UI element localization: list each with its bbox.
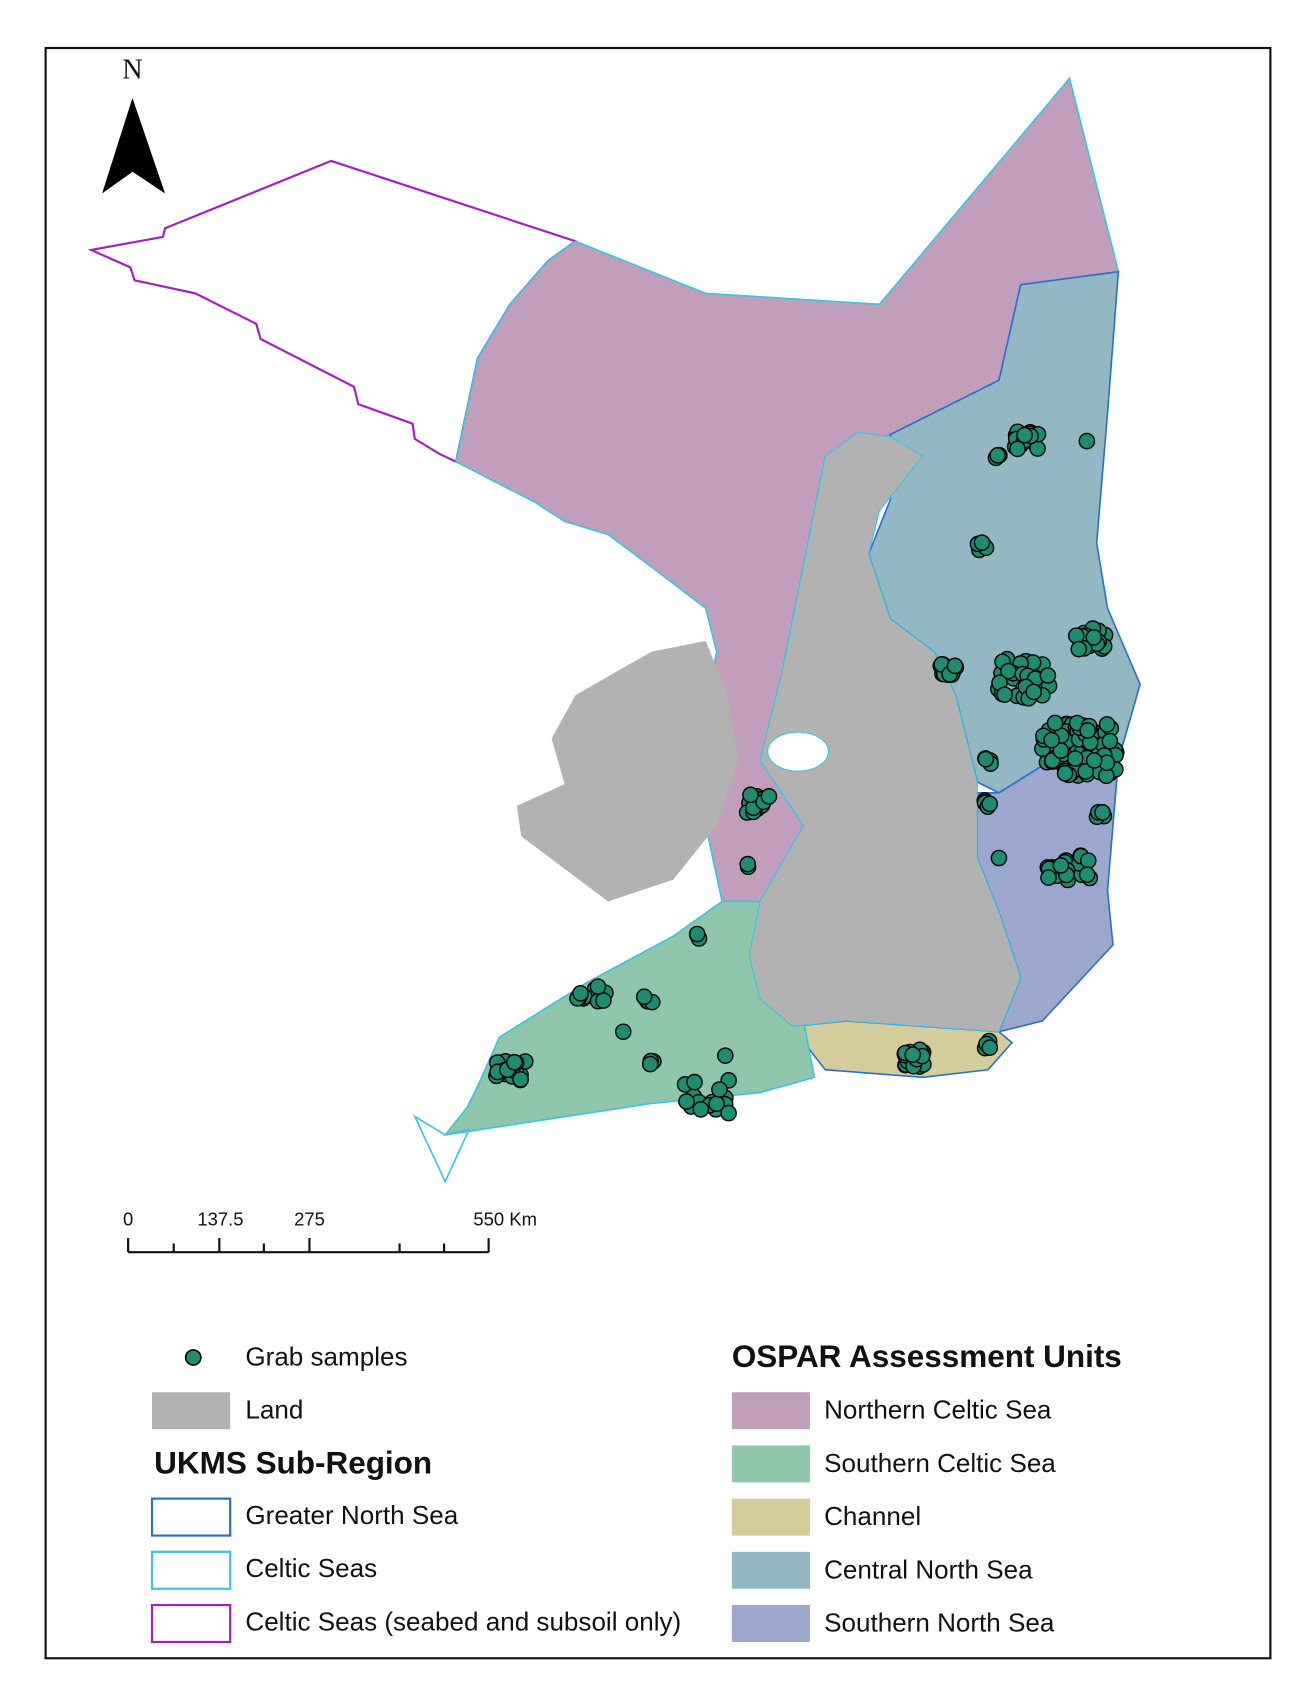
legend-label: Celtic Seas (seabed and subsoil only) (245, 1606, 681, 1636)
legend-label: Land (245, 1395, 303, 1425)
grab-sample (1016, 426, 1033, 444)
scale-label: 550 Km (473, 1209, 537, 1230)
grab-sample (1077, 763, 1095, 780)
grab-sample (981, 1039, 999, 1056)
legend-swatch (150, 1603, 232, 1644)
grab-sample (1052, 742, 1070, 759)
grab-sample (989, 447, 1006, 464)
grab-sample (688, 925, 706, 943)
grab-sample (1085, 629, 1103, 646)
grab-sample (1056, 765, 1074, 782)
grab-sample (742, 786, 759, 804)
scale-bar (127, 1238, 490, 1254)
grab-sample (717, 1047, 734, 1064)
grab-sample (1039, 667, 1057, 684)
land-britain (748, 431, 1022, 1033)
scale-label: 137.5 (197, 1209, 243, 1230)
celtic-seas-seabed (87, 159, 578, 464)
grab-sample (996, 686, 1013, 703)
grab-sample (1066, 750, 1084, 767)
grab-sample (977, 750, 995, 768)
scale-label: 275 (294, 1209, 325, 1230)
grab-sample (1101, 732, 1119, 750)
grab-sample (635, 988, 653, 1006)
grab-sample (1025, 683, 1043, 701)
grab-sample (1009, 440, 1026, 458)
grab-sample (1043, 731, 1060, 749)
legend-swatch (731, 1445, 811, 1483)
land-ireland (516, 640, 739, 902)
grab-sample (512, 1071, 529, 1088)
legend-swatch (150, 1550, 232, 1590)
grab-sample (1046, 714, 1064, 732)
grab-sample (1078, 432, 1096, 450)
grab-sample (1079, 852, 1097, 869)
grab-sample (678, 1093, 695, 1110)
celtic-seas-tip (412, 1114, 471, 1184)
legend-swatch (731, 1551, 811, 1589)
grab-sample (720, 1104, 737, 1122)
grab-sample (1070, 640, 1088, 658)
scale-label: 0 (123, 1209, 133, 1230)
grab-sample (1067, 627, 1085, 645)
north-arrow (102, 97, 166, 194)
grab-samples (488, 423, 1125, 1122)
legend-swatch (731, 1392, 811, 1430)
grab-sample (1079, 722, 1096, 739)
grab-sample (1098, 716, 1116, 733)
grab-sample (1078, 866, 1096, 883)
legend-title: UKMS Sub-Region (154, 1445, 432, 1480)
grab-sample (904, 1046, 921, 1064)
grab-sample (506, 1053, 523, 1071)
grab-sample (641, 1055, 659, 1073)
legend-label: Grab samples (245, 1341, 407, 1371)
grab-sample (589, 978, 607, 995)
north-label: N (122, 54, 142, 85)
legend-dot (184, 1349, 202, 1366)
grab-sample (973, 534, 991, 551)
grab-sample (990, 849, 1008, 867)
grab-sample (686, 1073, 703, 1091)
grab-sample (739, 855, 757, 873)
grab-sample (760, 788, 778, 805)
legend-swatch (150, 1497, 232, 1537)
grab-sample (946, 657, 964, 675)
legend-label: Greater North Sea (245, 1500, 458, 1530)
legend-label: Celtic Seas (245, 1553, 377, 1583)
isle-of-man-gap (767, 731, 830, 772)
legend-swatch (731, 1498, 811, 1536)
legend-label: Central North Sea (824, 1554, 1033, 1584)
legend-label: Northern Celtic Sea (824, 1395, 1052, 1425)
legend-label: Southern North Sea (824, 1607, 1055, 1637)
grab-sample (981, 795, 999, 813)
grab-sample (1040, 869, 1057, 886)
legend-swatch (731, 1605, 811, 1642)
grab-sample (692, 1101, 710, 1118)
grab-sample (711, 1081, 728, 1098)
grab-sample (1094, 804, 1111, 821)
legend-swatch (152, 1392, 231, 1430)
legend-title: OSPAR Assessment Units (732, 1339, 1122, 1374)
grab-sample (1052, 857, 1070, 874)
legend-label: Channel (824, 1501, 921, 1531)
grab-sample (614, 1023, 632, 1041)
grab-sample (572, 984, 589, 1002)
legend-label: Southern Celtic Sea (824, 1448, 1056, 1478)
grab-sample (595, 992, 612, 1009)
grab-sample (1085, 752, 1103, 769)
